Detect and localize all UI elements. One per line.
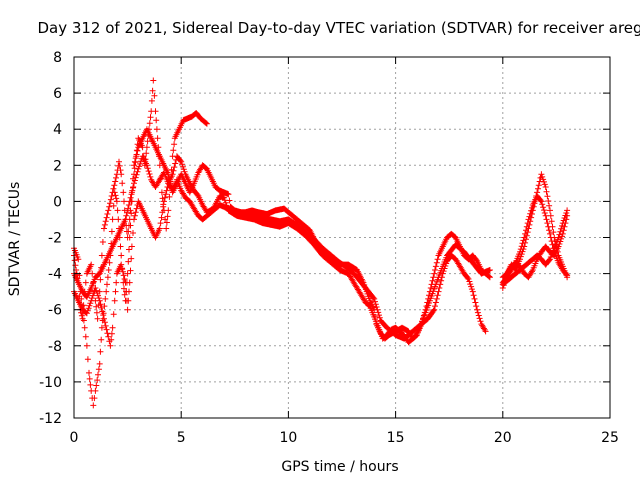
y-tick-labels: -12 -10 -8 -6 -4 -2 0 2 4 6 8	[39, 50, 62, 427]
y-tick-label: -6	[48, 303, 62, 319]
y-tick-label: 6	[53, 86, 62, 102]
y-tick-label: -12	[39, 411, 62, 427]
x-tick-label: 5	[177, 430, 186, 446]
data-track	[499, 207, 571, 288]
axis-ticks	[73, 56, 611, 419]
y-tick-label: -2	[48, 231, 62, 247]
x-tick-label: 0	[70, 430, 79, 446]
y-tick-label: 4	[53, 122, 62, 138]
x-tick-label: 20	[494, 430, 512, 446]
grid-lines	[74, 57, 610, 418]
y-tick-label: 0	[53, 194, 62, 210]
y-tick-label: -8	[48, 339, 62, 355]
y-tick-label: -10	[39, 375, 62, 391]
y-tick-label: 2	[53, 158, 62, 174]
data-points	[71, 77, 571, 409]
x-tick-label: 25	[601, 430, 619, 446]
x-tick-label: 15	[387, 430, 405, 446]
y-axis-label: SDTVAR / TECUs	[7, 182, 23, 297]
chart-title: Day 312 of 2021, Sidereal Day-to-day VTE…	[37, 19, 640, 37]
data-track	[71, 77, 210, 409]
x-tick-label: 10	[279, 430, 297, 446]
y-tick-label: -4	[48, 267, 62, 283]
y-tick-label: 8	[53, 50, 62, 66]
x-axis-label: GPS time / hours	[281, 459, 398, 475]
x-tick-labels: 0 5 10 15 20 25	[70, 430, 619, 446]
data-track	[499, 212, 571, 281]
